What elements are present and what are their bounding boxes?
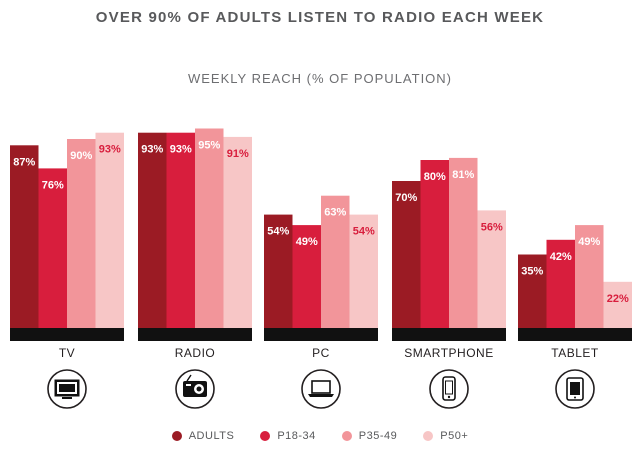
value-label: 70% [395,192,417,204]
icon-circle [47,369,87,409]
legend-item-p18-34: P18-34 [260,430,315,442]
icon-circle [555,369,595,409]
legend-label-p18-34: P18-34 [277,430,316,442]
bar-tablet-p35-49 [575,225,604,328]
legend-label-p50plus: P50+ [440,430,469,442]
bar-chart: 87% 76% 90% 93% TV 93% 93% 95% 91% RADIO 54% 49% 63%… [10,128,632,409]
value-label: 93% [170,144,192,156]
value-label: 91% [227,148,249,160]
bar-tv-p18-34 [38,168,67,328]
legend-swatch-adults [171,431,182,441]
axis-band [264,328,378,341]
tablet-icon [555,369,595,409]
bar-tablet-adults [518,254,547,328]
icon-circle [429,369,469,409]
category-label: PC [312,346,330,360]
phone-body [442,376,456,401]
tv-display [59,384,75,392]
value-label: 54% [353,226,375,238]
bar-radio-p18-34 [166,132,195,328]
value-label: 90% [70,150,92,162]
smartphone-icon [429,369,469,409]
value-label: 81% [452,169,474,181]
legend-label-adults: ADULTS [188,430,235,442]
axis-band [392,328,506,341]
value-label: 56% [481,221,503,233]
bar-tv-adults [10,145,39,328]
value-label: 87% [13,156,35,168]
value-label: 93% [141,144,163,156]
tablet-body [566,377,584,401]
radio-icon [175,369,215,409]
value-label: 49% [296,236,318,248]
legend-swatch-p35-49 [341,431,352,441]
legend-item-p35-49: P35-49 [341,430,398,442]
bar-radio-adults [138,132,167,328]
bar-tablet-p50plus [603,281,632,328]
radio-antenna [186,374,192,382]
bar-smartphone-p18-34 [420,160,449,328]
icon-circle [301,369,341,409]
axis-band [518,328,632,341]
radio-dial [186,384,191,386]
bar-pc-p18-34 [292,225,321,328]
phone-button [447,395,451,399]
bar-tablet-p18-34 [546,239,575,328]
legend-item-adults: ADULTS [171,430,235,442]
tv-icon [47,369,87,409]
chart-title: OVER 90% OF ADULTS LISTEN TO RADIO EACH … [95,9,545,26]
value-label: 35% [521,266,543,278]
bar-smartphone-adults [392,181,421,328]
value-label: 22% [607,293,629,305]
pc-icon [301,369,341,409]
value-label: 49% [578,236,600,248]
bar-tv-p50plus [95,132,124,328]
tv-stand [62,397,72,399]
radio-speaker-center [196,386,202,392]
bar-smartphone-p35-49 [449,157,478,328]
value-label: 76% [42,179,64,191]
bar-smartphone-p50plus [477,210,506,328]
icon-circle [175,369,215,409]
category-label: TABLET [551,346,599,360]
value-label: 95% [198,140,220,152]
bar-pc-p50plus [349,214,378,328]
bar-radio-p35-49 [195,128,224,328]
bar-radio-p50plus [223,136,252,328]
value-label: 42% [550,251,572,263]
legend-item-p50plus: P50+ [423,430,468,442]
tablet-screen [570,382,580,395]
category-label: SMARTPHONE [404,346,493,360]
bar-tv-p35-49 [67,139,96,328]
laptop-screen [311,380,331,394]
bar-pc-adults [264,214,293,328]
axis-band [10,328,124,341]
legend-label-p35-49: P35-49 [358,430,398,442]
value-label: 93% [99,144,121,156]
legend: ADULTS P18-34 P35-49 P50+ [0,430,640,442]
phone-screen [445,380,453,395]
category-label: RADIO [175,346,216,360]
bar-pc-p35-49 [321,195,350,328]
axis-band [138,328,252,341]
value-label: 63% [324,207,346,219]
legend-swatch-p50plus [423,431,434,441]
legend-swatch-p18-34 [260,431,271,441]
value-label: 54% [267,226,289,238]
value-label: 80% [424,171,446,183]
tablet-button [574,396,576,399]
chart-subtitle: WEEKLY REACH (% OF POPULATION) [187,71,453,86]
category-label: TV [59,346,75,360]
laptop-base [308,394,334,397]
